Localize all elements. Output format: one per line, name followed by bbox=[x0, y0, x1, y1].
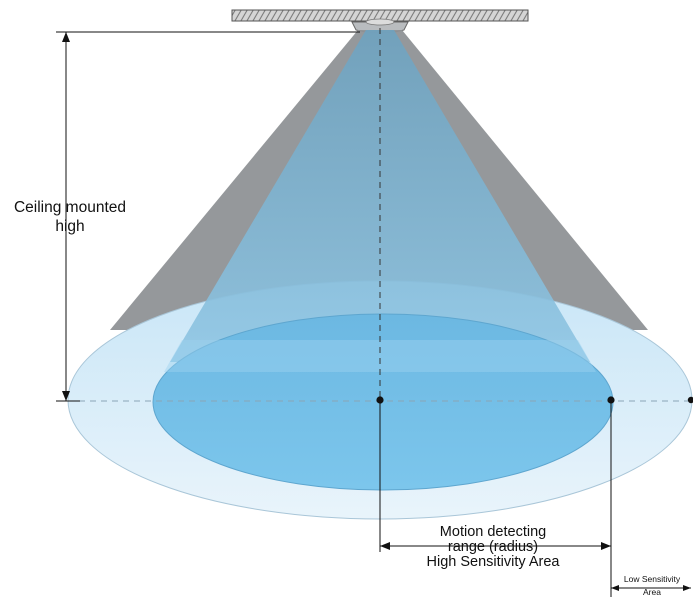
height-arrow-down bbox=[62, 391, 70, 401]
low-arrow-left bbox=[611, 585, 619, 591]
motion-range-label-line2: range (radius) bbox=[448, 539, 538, 555]
ceiling-height-label-line1: Ceiling mounted bbox=[14, 199, 126, 216]
motion-range-label-line3: High Sensitivity Area bbox=[427, 554, 561, 570]
low-arrow-right bbox=[683, 585, 691, 591]
low-sensitivity-label-line2: Area bbox=[643, 587, 661, 597]
cone-overlap-highlight bbox=[164, 340, 596, 372]
radius-arrow-left bbox=[380, 542, 390, 550]
ceiling-height-label-line2: high bbox=[55, 218, 84, 235]
motion-range-label-line1: Motion detecting bbox=[440, 524, 546, 540]
radius-arrow-right bbox=[601, 542, 611, 550]
low-sensitivity-label-line1: Low Sensitivity bbox=[624, 574, 681, 584]
low-range-edge-point bbox=[687, 396, 693, 404]
sensor-lens bbox=[365, 18, 395, 26]
height-arrow-up bbox=[62, 32, 70, 42]
